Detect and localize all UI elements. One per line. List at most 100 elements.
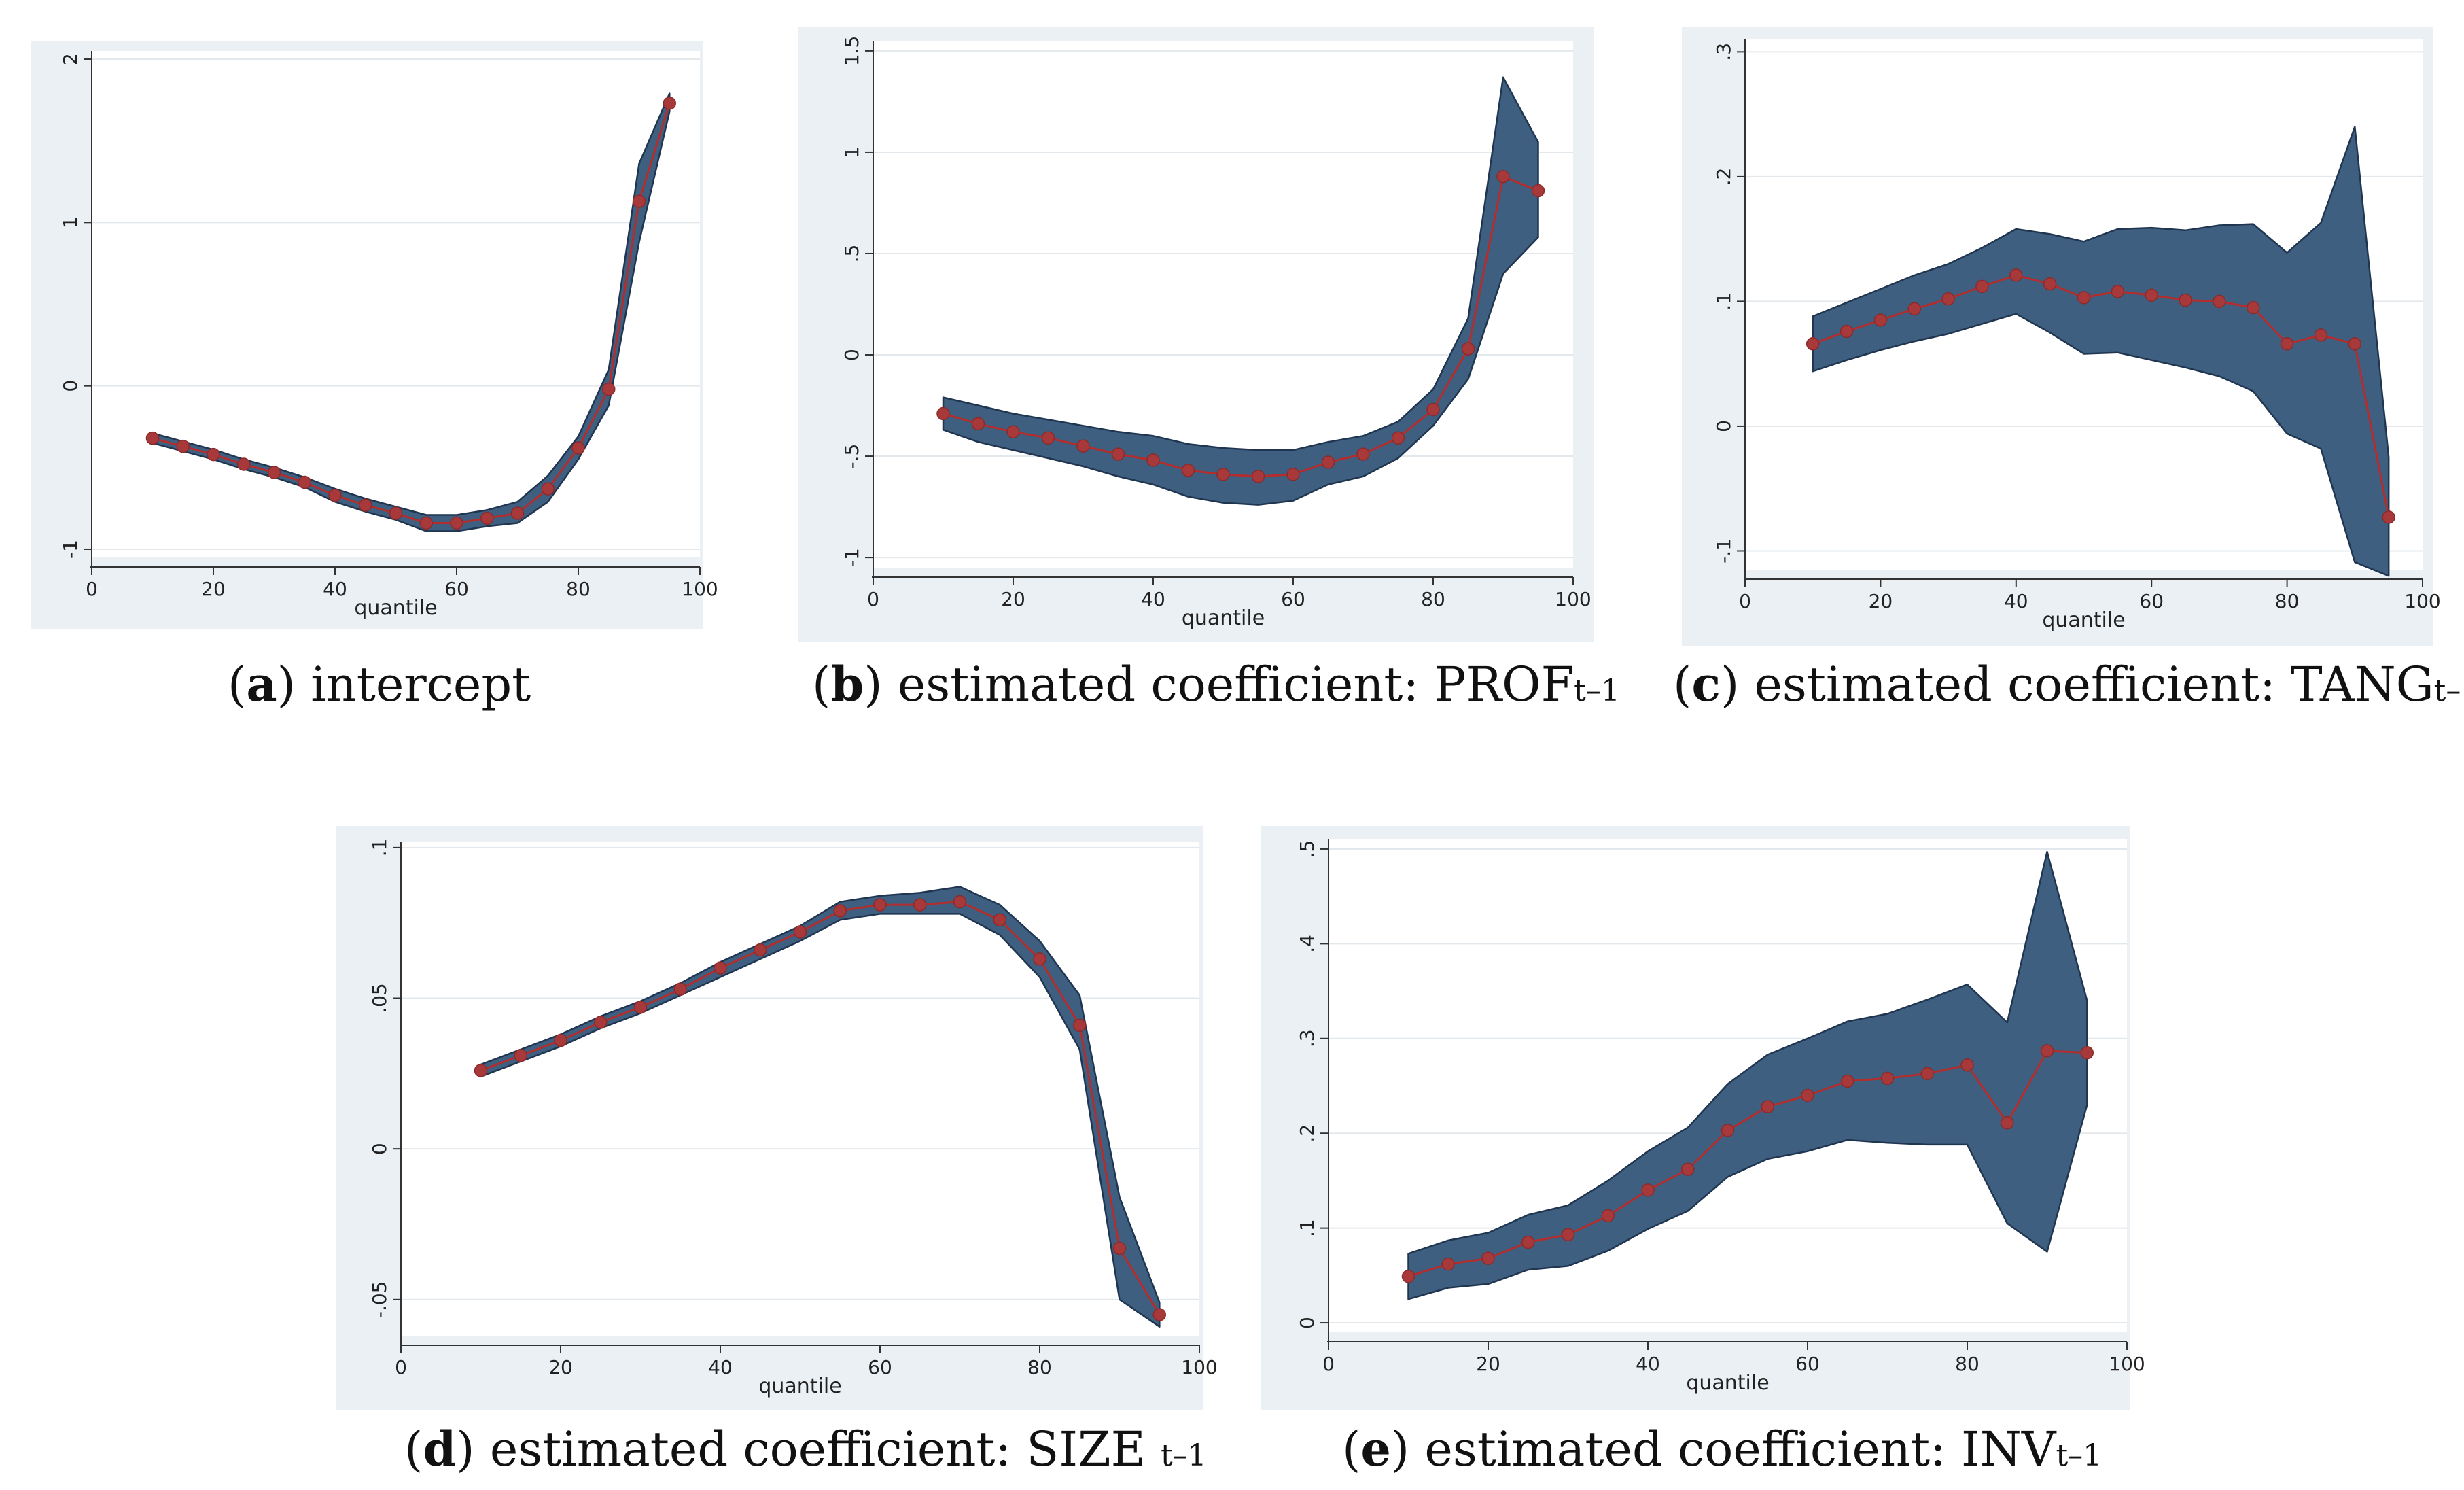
y-tick-label-b: -1 — [841, 548, 863, 567]
data-point-c — [2043, 277, 2057, 291]
data-point-b — [1216, 468, 1230, 481]
y-tick-label-e: .4 — [1296, 935, 1318, 953]
data-point-e — [1801, 1088, 1814, 1103]
data-point-e — [1401, 1269, 1415, 1283]
data-point-b — [1111, 447, 1125, 461]
x-tick-label-a: 100 — [682, 578, 718, 600]
data-point-c — [2145, 288, 2158, 302]
data-point-d — [1033, 952, 1046, 966]
data-point-c — [1806, 337, 1820, 351]
confidence-band-b — [942, 76, 1539, 506]
data-point-a — [145, 431, 160, 445]
data-point-b — [1251, 470, 1265, 483]
x-tick-label-d: 60 — [868, 1356, 892, 1379]
data-point-b — [1356, 447, 1370, 461]
y-tick-label-e: .3 — [1296, 1029, 1318, 1047]
data-point-d — [514, 1048, 527, 1062]
caption-b: (b) estimated coefficient: PROFt–1 — [812, 656, 1620, 712]
data-point-d — [474, 1064, 488, 1077]
data-point-b — [1531, 184, 1545, 198]
data-point-d — [793, 925, 807, 939]
data-point-a — [359, 498, 372, 512]
caption-c-label: c — [1691, 656, 1721, 712]
y-tick-label-c: 0 — [1712, 420, 1735, 432]
data-point-e — [1521, 1235, 1535, 1249]
data-point-c — [2077, 291, 2091, 305]
x-tick-label-c: 60 — [2139, 590, 2164, 612]
y-tick-label-e: .5 — [1296, 840, 1318, 859]
data-point-e — [1841, 1074, 1854, 1088]
x-tick-label-e: 80 — [1955, 1353, 1979, 1375]
caption-b-text: estimated coefficient: PROF — [897, 657, 1574, 712]
data-point-a — [237, 457, 251, 471]
x-tick-label-d: 40 — [708, 1356, 733, 1379]
caption-d: (d) estimated coefficient: SIZE t–1 — [404, 1421, 1207, 1477]
chart-c: -.1 0 .1 .2 .3 0 20 40 60 80 100 quantile — [1712, 39, 2441, 632]
chart-d: -.05 0 .05 .1 0 20 40 60 80 100 quantile — [368, 839, 1218, 1398]
data-point-e — [1920, 1067, 1934, 1081]
data-point-e — [2040, 1044, 2054, 1058]
data-point-c — [2111, 284, 2125, 298]
data-point-e — [1960, 1058, 1974, 1072]
x-tick-label-e: 40 — [1636, 1353, 1660, 1375]
y-tick-label-a: 0 — [59, 380, 82, 392]
y-tick-label-d: .05 — [368, 983, 391, 1013]
chart-b: -1 -.5 0 .5 1 1.5 0 20 40 60 80 100 quantile — [841, 36, 1591, 630]
y-tick-label-e: .2 — [1296, 1124, 1318, 1143]
x-tick-label-b: 40 — [1141, 588, 1165, 610]
x-tick-label-b: 0 — [867, 588, 879, 610]
x-tick-label-b: 20 — [1001, 588, 1025, 610]
data-point-e — [1441, 1257, 1455, 1271]
x-tick-label-b: 100 — [1555, 588, 1591, 610]
y-tick-label-e: .1 — [1296, 1219, 1318, 1237]
data-point-d — [913, 898, 927, 912]
data-point-b — [1286, 468, 1300, 481]
x-axis-label-d: quantile — [758, 1374, 841, 1398]
caption-c: (c) estimated coefficient: TANGt–1 — [1673, 656, 2464, 712]
data-point-b — [1181, 464, 1195, 477]
y-tick-label-a: 1 — [59, 216, 82, 228]
x-tick-label-a: 40 — [323, 578, 347, 600]
caption-a-label: a — [246, 656, 277, 712]
caption-e-text: estimated coefficient: INV — [1424, 1421, 2056, 1477]
data-point-e — [1721, 1124, 1735, 1137]
x-axis-label-b: quantile — [1182, 606, 1265, 630]
data-point-b — [1461, 342, 1475, 356]
x-tick-label-b: 80 — [1421, 588, 1445, 610]
data-point-a — [571, 441, 585, 455]
data-point-c — [2280, 337, 2294, 351]
y-tick-label-d: .1 — [368, 839, 391, 857]
data-point-c — [2382, 510, 2395, 524]
data-point-c — [2247, 300, 2260, 315]
data-point-d — [673, 982, 687, 996]
x-tick-label-c: 80 — [2275, 590, 2300, 612]
data-point-a — [267, 466, 281, 479]
data-point-a — [602, 382, 616, 396]
x-tick-label-c: 0 — [1739, 590, 1751, 612]
data-point-b — [1391, 431, 1405, 445]
data-point-d — [833, 904, 847, 918]
caption-b-subscript: t–1 — [1574, 674, 1620, 708]
data-point-c — [2179, 293, 2192, 307]
data-point-c — [1873, 313, 1888, 327]
x-tick-label-b: 60 — [1281, 588, 1305, 610]
y-tick-label-c: -.1 — [1712, 538, 1735, 564]
data-point-c — [1975, 279, 1989, 294]
y-tick-label-d: 0 — [368, 1143, 391, 1155]
y-tick-label-c: .3 — [1712, 43, 1735, 61]
data-point-d — [1152, 1308, 1166, 1321]
x-tick-label-a: 80 — [566, 578, 591, 600]
caption-a-text: intercept — [311, 657, 531, 712]
data-point-d — [714, 961, 727, 975]
data-point-b — [1146, 453, 1160, 467]
data-point-a — [510, 506, 525, 520]
data-point-e — [2001, 1116, 2014, 1130]
x-tick-label-e: 100 — [2109, 1353, 2145, 1375]
y-tick-label-b: .5 — [841, 245, 863, 263]
data-point-d — [754, 943, 767, 957]
confidence-band-e — [1407, 850, 2088, 1300]
data-point-b — [1006, 425, 1020, 439]
x-axis-label-c: quantile — [2042, 608, 2125, 632]
confidence-band-c — [1812, 126, 2390, 577]
